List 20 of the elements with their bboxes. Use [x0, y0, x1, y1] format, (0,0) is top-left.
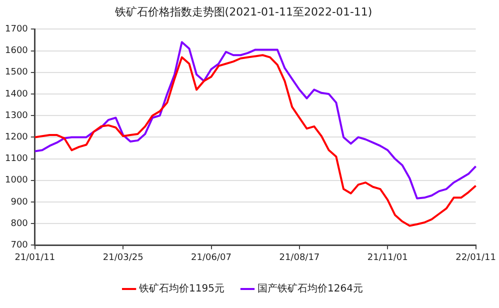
y-tick-label: 800 [10, 218, 28, 229]
x-tick-label: 21/01/11 [14, 252, 56, 263]
y-tick-label: 1000 [5, 176, 28, 186]
x-tick-label: 21/03/25 [102, 252, 144, 263]
x-tick-label: 22/01/11 [456, 252, 496, 263]
y-tick-label: 1700 [5, 24, 28, 35]
x-tick-label: 21/11/01 [367, 252, 408, 263]
x-tick-label: 21/08/17 [279, 252, 320, 263]
y-tick-label: 1200 [5, 132, 28, 143]
legend-label: 国产铁矿石均价1264元 [258, 282, 363, 295]
y-tick-label: 700 [10, 240, 28, 251]
chart-title: 铁矿石价格指数走势图(2021-01-11至2022-01-11) [114, 5, 372, 18]
y-tick-label: 900 [10, 197, 28, 208]
x-tick-label: 21/06/07 [191, 252, 232, 263]
y-tick-label: 1100 [5, 154, 28, 164]
y-tick-label: 1500 [5, 68, 28, 78]
y-tick-label: 1400 [5, 89, 28, 100]
legend-label: 铁矿石均价1195元 [138, 282, 225, 295]
y-tick-label: 1600 [5, 46, 28, 56]
y-tick-label: 1300 [5, 110, 28, 121]
